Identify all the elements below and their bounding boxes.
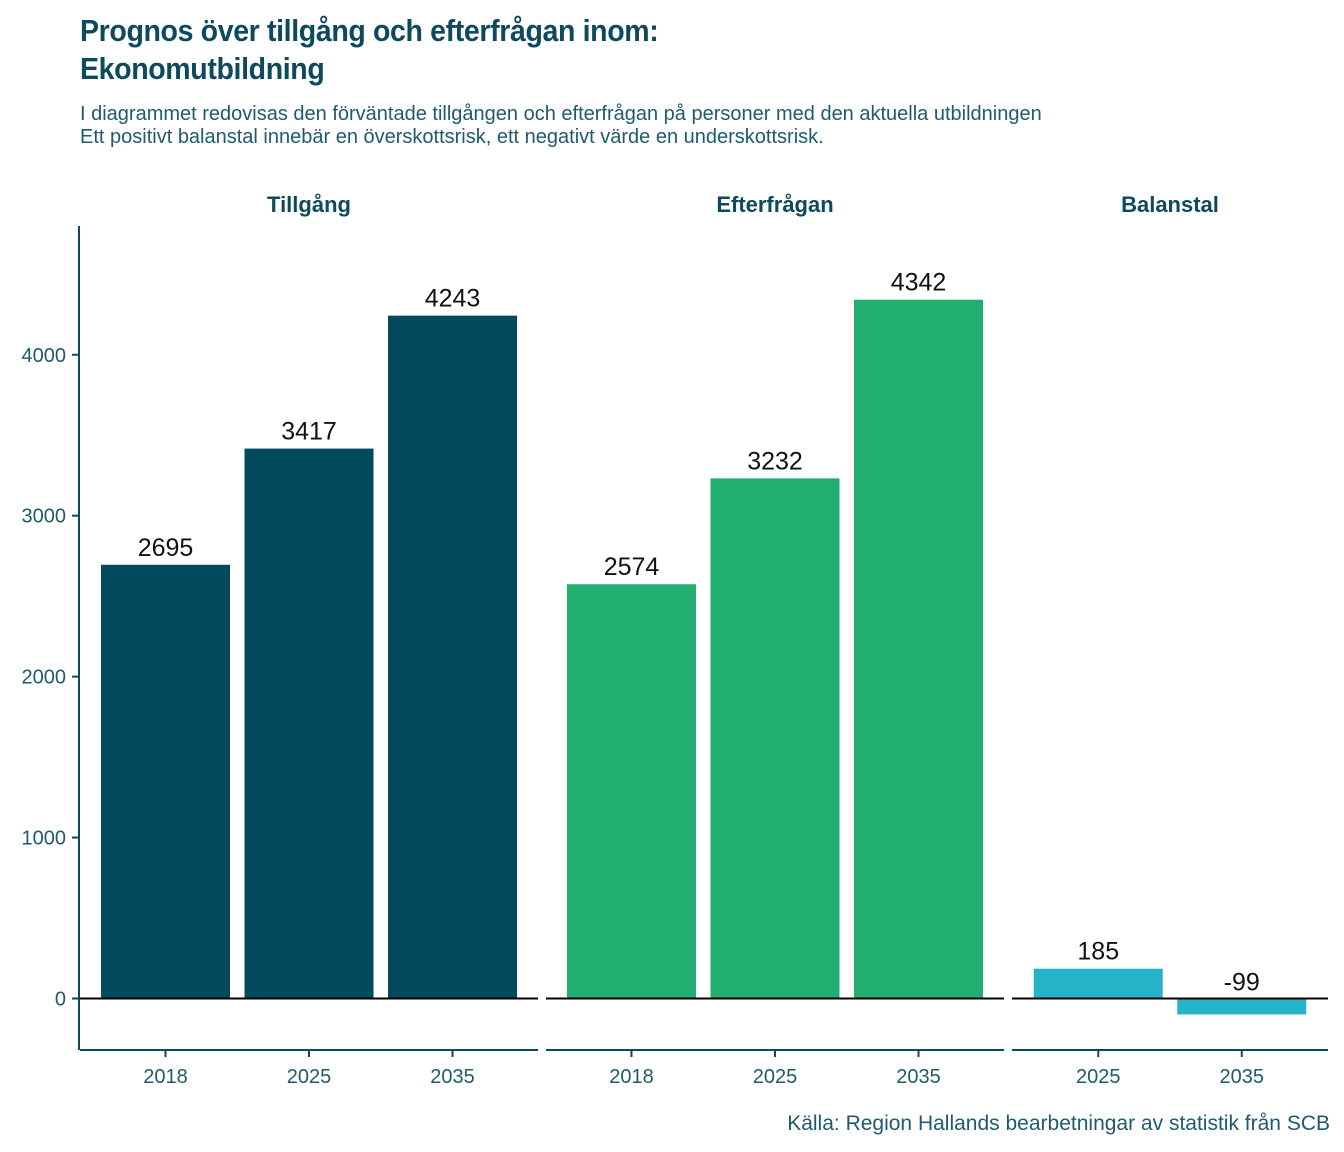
facet-title-balanstal: Balanstal (1121, 192, 1219, 217)
bar-tillg-ng-2025 (244, 448, 374, 999)
x-tick-label-tillg-ng-2035: 2035 (430, 1066, 475, 1088)
chart-subtitle: I diagrammet redovisas den förväntade ti… (80, 103, 1320, 149)
x-tick-label-efterfr-gan-2035: 2035 (896, 1066, 941, 1088)
value-label-efterfr-gan-2018: 2574 (604, 553, 660, 581)
y-tick-label-2000: 2000 (22, 667, 67, 689)
bar-balanstal-2025 (1033, 968, 1163, 999)
bar-tillg-ng-2018 (101, 564, 230, 999)
y-tick-label-0: 0 (55, 989, 66, 1011)
value-label-tillg-ng-2018: 2695 (138, 534, 194, 562)
bar-efterfr-gan-2035 (854, 299, 983, 999)
x-tick-label-efterfr-gan-2025: 2025 (753, 1066, 798, 1088)
x-tick-label-balanstal-2035: 2035 (1220, 1066, 1265, 1088)
value-label-tillg-ng-2035: 4243 (425, 285, 481, 313)
x-tick-label-efterfr-gan-2018: 2018 (609, 1066, 654, 1088)
value-label-balanstal-2025: 185 (1077, 938, 1119, 966)
value-label-tillg-ng-2025: 3417 (281, 418, 337, 446)
bar-efterfr-gan-2018 (567, 584, 696, 999)
y-tick-label-3000: 3000 (22, 506, 67, 528)
bar-efterfr-gan-2025 (710, 478, 840, 999)
facet-title-efterfr-gan: Efterfrågan (716, 192, 833, 217)
chart-title-line1: Prognos över tillgång och efterfrågan in… (80, 13, 659, 48)
chart-title: Prognos över tillgång och efterfrågan in… (80, 12, 1184, 88)
value-label-efterfr-gan-2025: 3232 (747, 447, 803, 475)
value-label-balanstal-2035: -99 (1224, 969, 1260, 997)
y-tick-label-4000: 4000 (22, 345, 67, 367)
source-caption: Källa: Region Hallands bearbetningar av … (787, 1112, 1330, 1135)
x-tick-label-balanstal-2025: 2025 (1076, 1066, 1121, 1088)
y-tick-label-1000: 1000 (22, 828, 67, 850)
x-tick-label-tillg-ng-2018: 2018 (143, 1066, 188, 1088)
chart-title-line2: Ekonomutbildning (80, 51, 325, 86)
chart-subtitle-line2: Ett positivt balanstal innebär en översk… (80, 126, 824, 148)
chart-subtitle-line1: I diagrammet redovisas den förväntade ti… (80, 103, 1042, 125)
facet-title-tillg-ng: Tillgång (267, 192, 351, 217)
bar-balanstal-2035 (1177, 998, 1307, 1015)
x-tick-label-tillg-ng-2025: 2025 (287, 1066, 332, 1088)
bar-tillg-ng-2035 (388, 315, 517, 999)
value-label-efterfr-gan-2035: 4342 (891, 269, 947, 297)
